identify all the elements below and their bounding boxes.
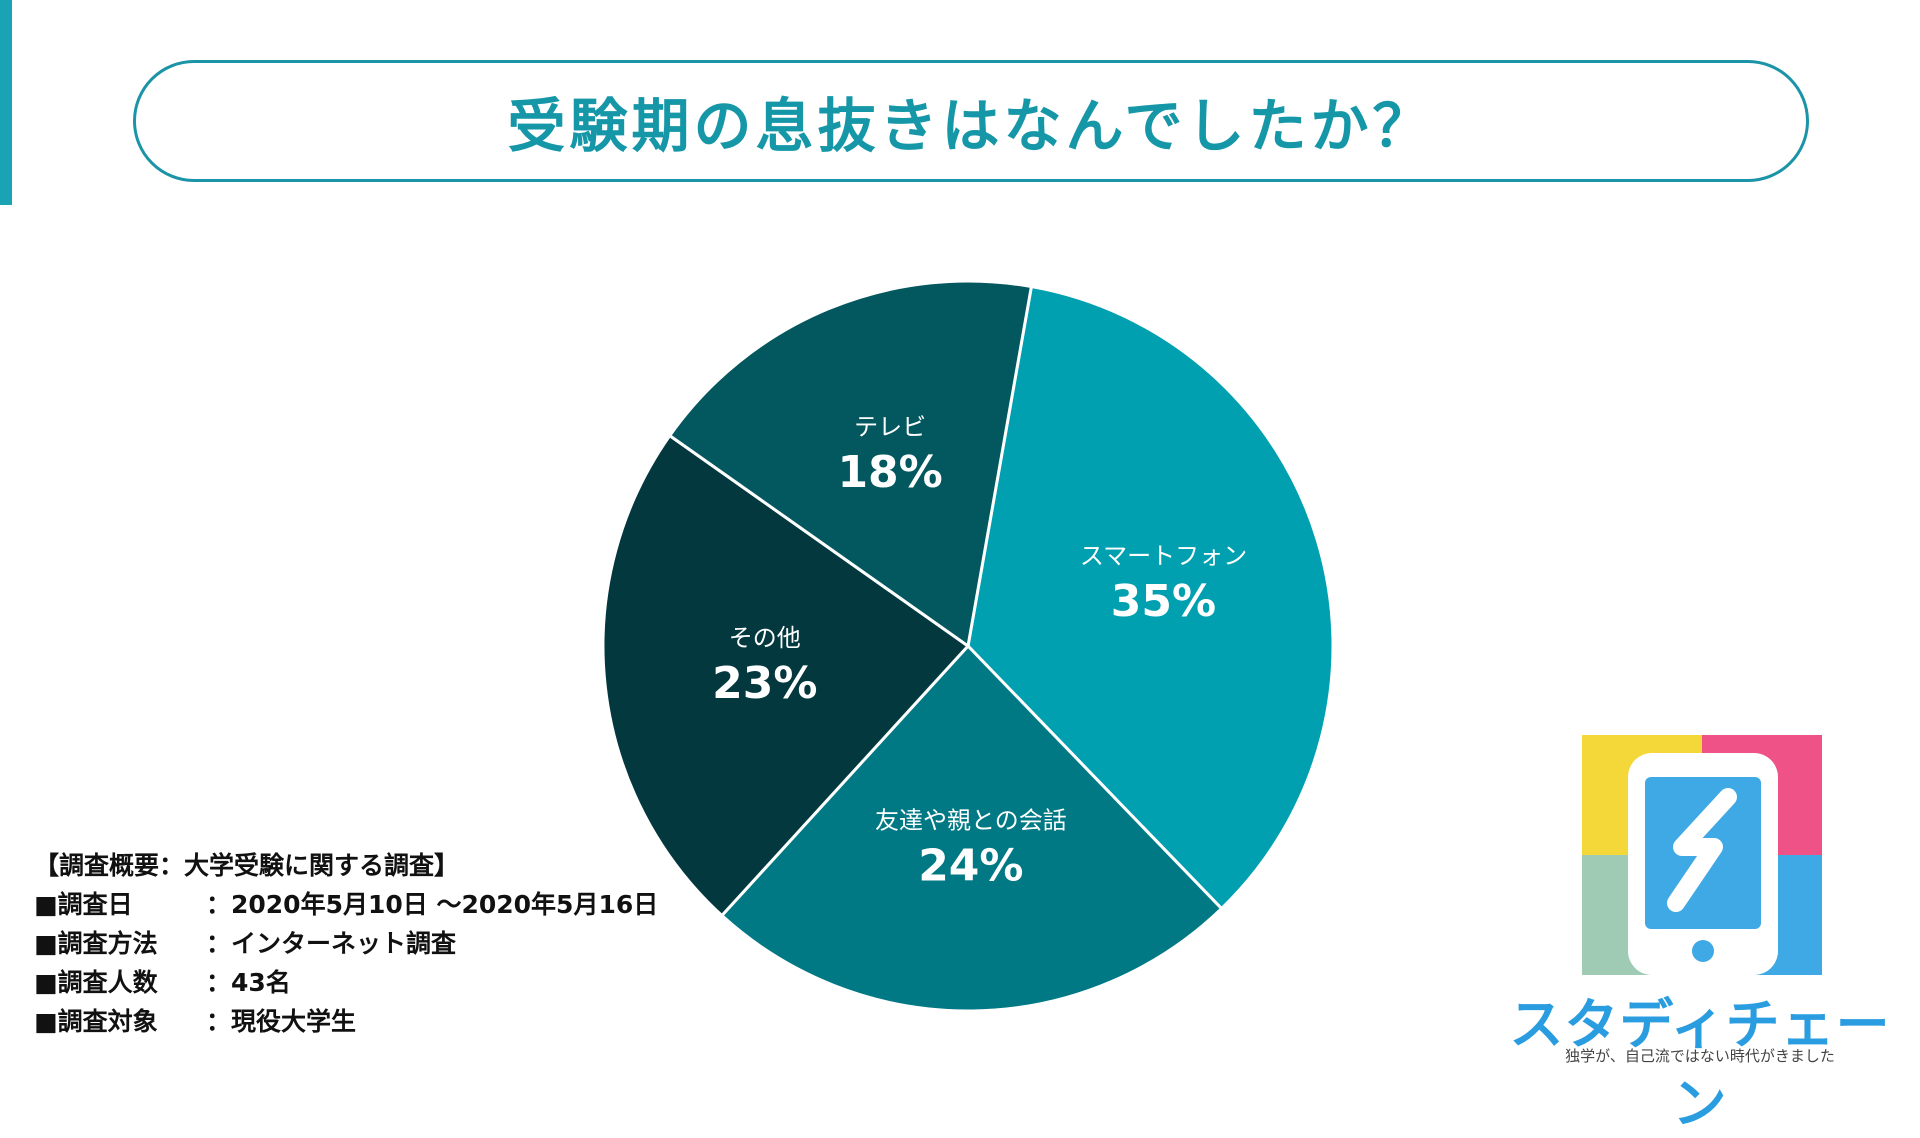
- survey-key: ■調査方法: [34, 929, 158, 958]
- survey-key: ■調査人数: [34, 968, 158, 997]
- title-banner: 受験期の息抜きはなんでしたか？: [133, 60, 1809, 182]
- survey-row-method: ■調査方法 ：インターネット調査: [34, 924, 658, 963]
- survey-heading: 【調査概要：大学受験に関する調査】: [34, 851, 460, 880]
- survey-value: ：2020年5月10日 〜2020年5月16日: [206, 890, 659, 919]
- pie-chart: スマートフォン 35% 友達や親との会話 24% その他 23% テレビ 18%: [601, 279, 1335, 1013]
- page-title: 受験期の息抜きはなんでしたか？: [507, 92, 1435, 160]
- slice-smartphone: [966, 284, 1335, 911]
- survey-key: ■調査日: [34, 890, 133, 919]
- survey-value: ：現役大学生: [206, 1007, 357, 1036]
- survey-summary: 【調査概要：大学受験に関する調査】 ■調査日 ：2020年5月10日 〜2020…: [34, 846, 658, 1041]
- survey-row-target: ■調査対象 ：現役大学生: [34, 1002, 658, 1041]
- slice-value-label: 18%: [837, 447, 942, 498]
- slice-label: 友達や親との会話: [875, 806, 1067, 834]
- slice-conversation: [719, 643, 1224, 1013]
- survey-row-count: ■調査人数 ：43名: [34, 963, 658, 1002]
- slice-label: スマートフォン: [1080, 542, 1247, 570]
- slice-label: テレビ: [854, 413, 926, 441]
- slice-value-label: 24%: [918, 840, 1023, 891]
- survey-value: ：インターネット調査: [206, 929, 457, 958]
- smartphone-s-logo-icon: [1582, 735, 1822, 975]
- slice-label: その他: [729, 624, 801, 652]
- survey-row-date: ■調査日 ：2020年5月10日 〜2020年5月16日: [34, 885, 658, 924]
- slice-value-label: 23%: [712, 658, 817, 709]
- slice-other: [601, 433, 971, 918]
- accent-bar: [0, 0, 12, 205]
- slice-value-label: 35%: [1111, 576, 1216, 627]
- logo-tagline: 独学が、自己流ではない時代がきました: [1565, 1047, 1835, 1065]
- survey-value: ：43名: [206, 968, 291, 997]
- slice-tv: [667, 279, 1034, 649]
- survey-key: ■調査対象: [34, 1007, 158, 1036]
